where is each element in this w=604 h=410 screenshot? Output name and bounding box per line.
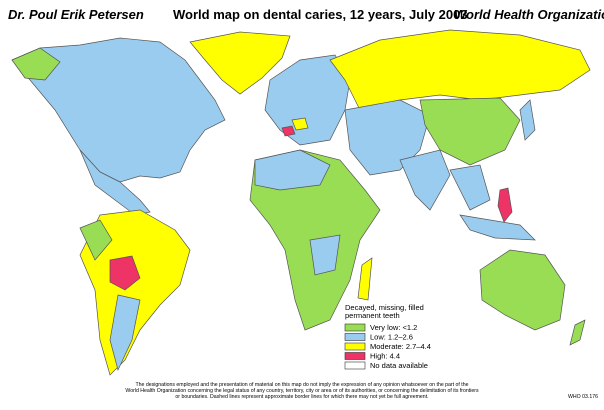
organization: World Health Organization [454,7,604,22]
disclaimer-line: World Health Organization concerning the… [125,388,479,394]
world-map [11,29,591,376]
legend-label: High: 4.4 [370,352,400,361]
disclaimer-line: The designations employed and the presen… [135,382,468,388]
legend-label: Moderate: 2.7–4.4 [370,342,431,351]
author: Dr. Poul Erik Petersen [8,7,144,22]
legend-swatch [344,352,366,360]
disclaimer: The designations employed and the presen… [125,382,479,400]
legend-label: Very low: <1.2 [370,323,417,332]
legend-title: permanent teeth [345,311,400,320]
legend-swatch [344,323,366,332]
legend-swatch [344,342,366,351]
map-code: WHO 03.176 [568,394,598,400]
disclaimer-line: or boundaries. Dashed lines represent ap… [175,394,428,400]
legend: Decayed, missing, filled permanent teeth… [344,303,431,370]
legend-label: Low: 1.2–2.6 [370,333,413,342]
legend-title: Decayed, missing, filled [345,303,424,312]
map-title: World map on dental caries, 12 years, Ju… [173,7,468,22]
legend-label: No data available [370,361,428,370]
legend-swatch [344,361,366,370]
legend-swatch [344,333,366,341]
